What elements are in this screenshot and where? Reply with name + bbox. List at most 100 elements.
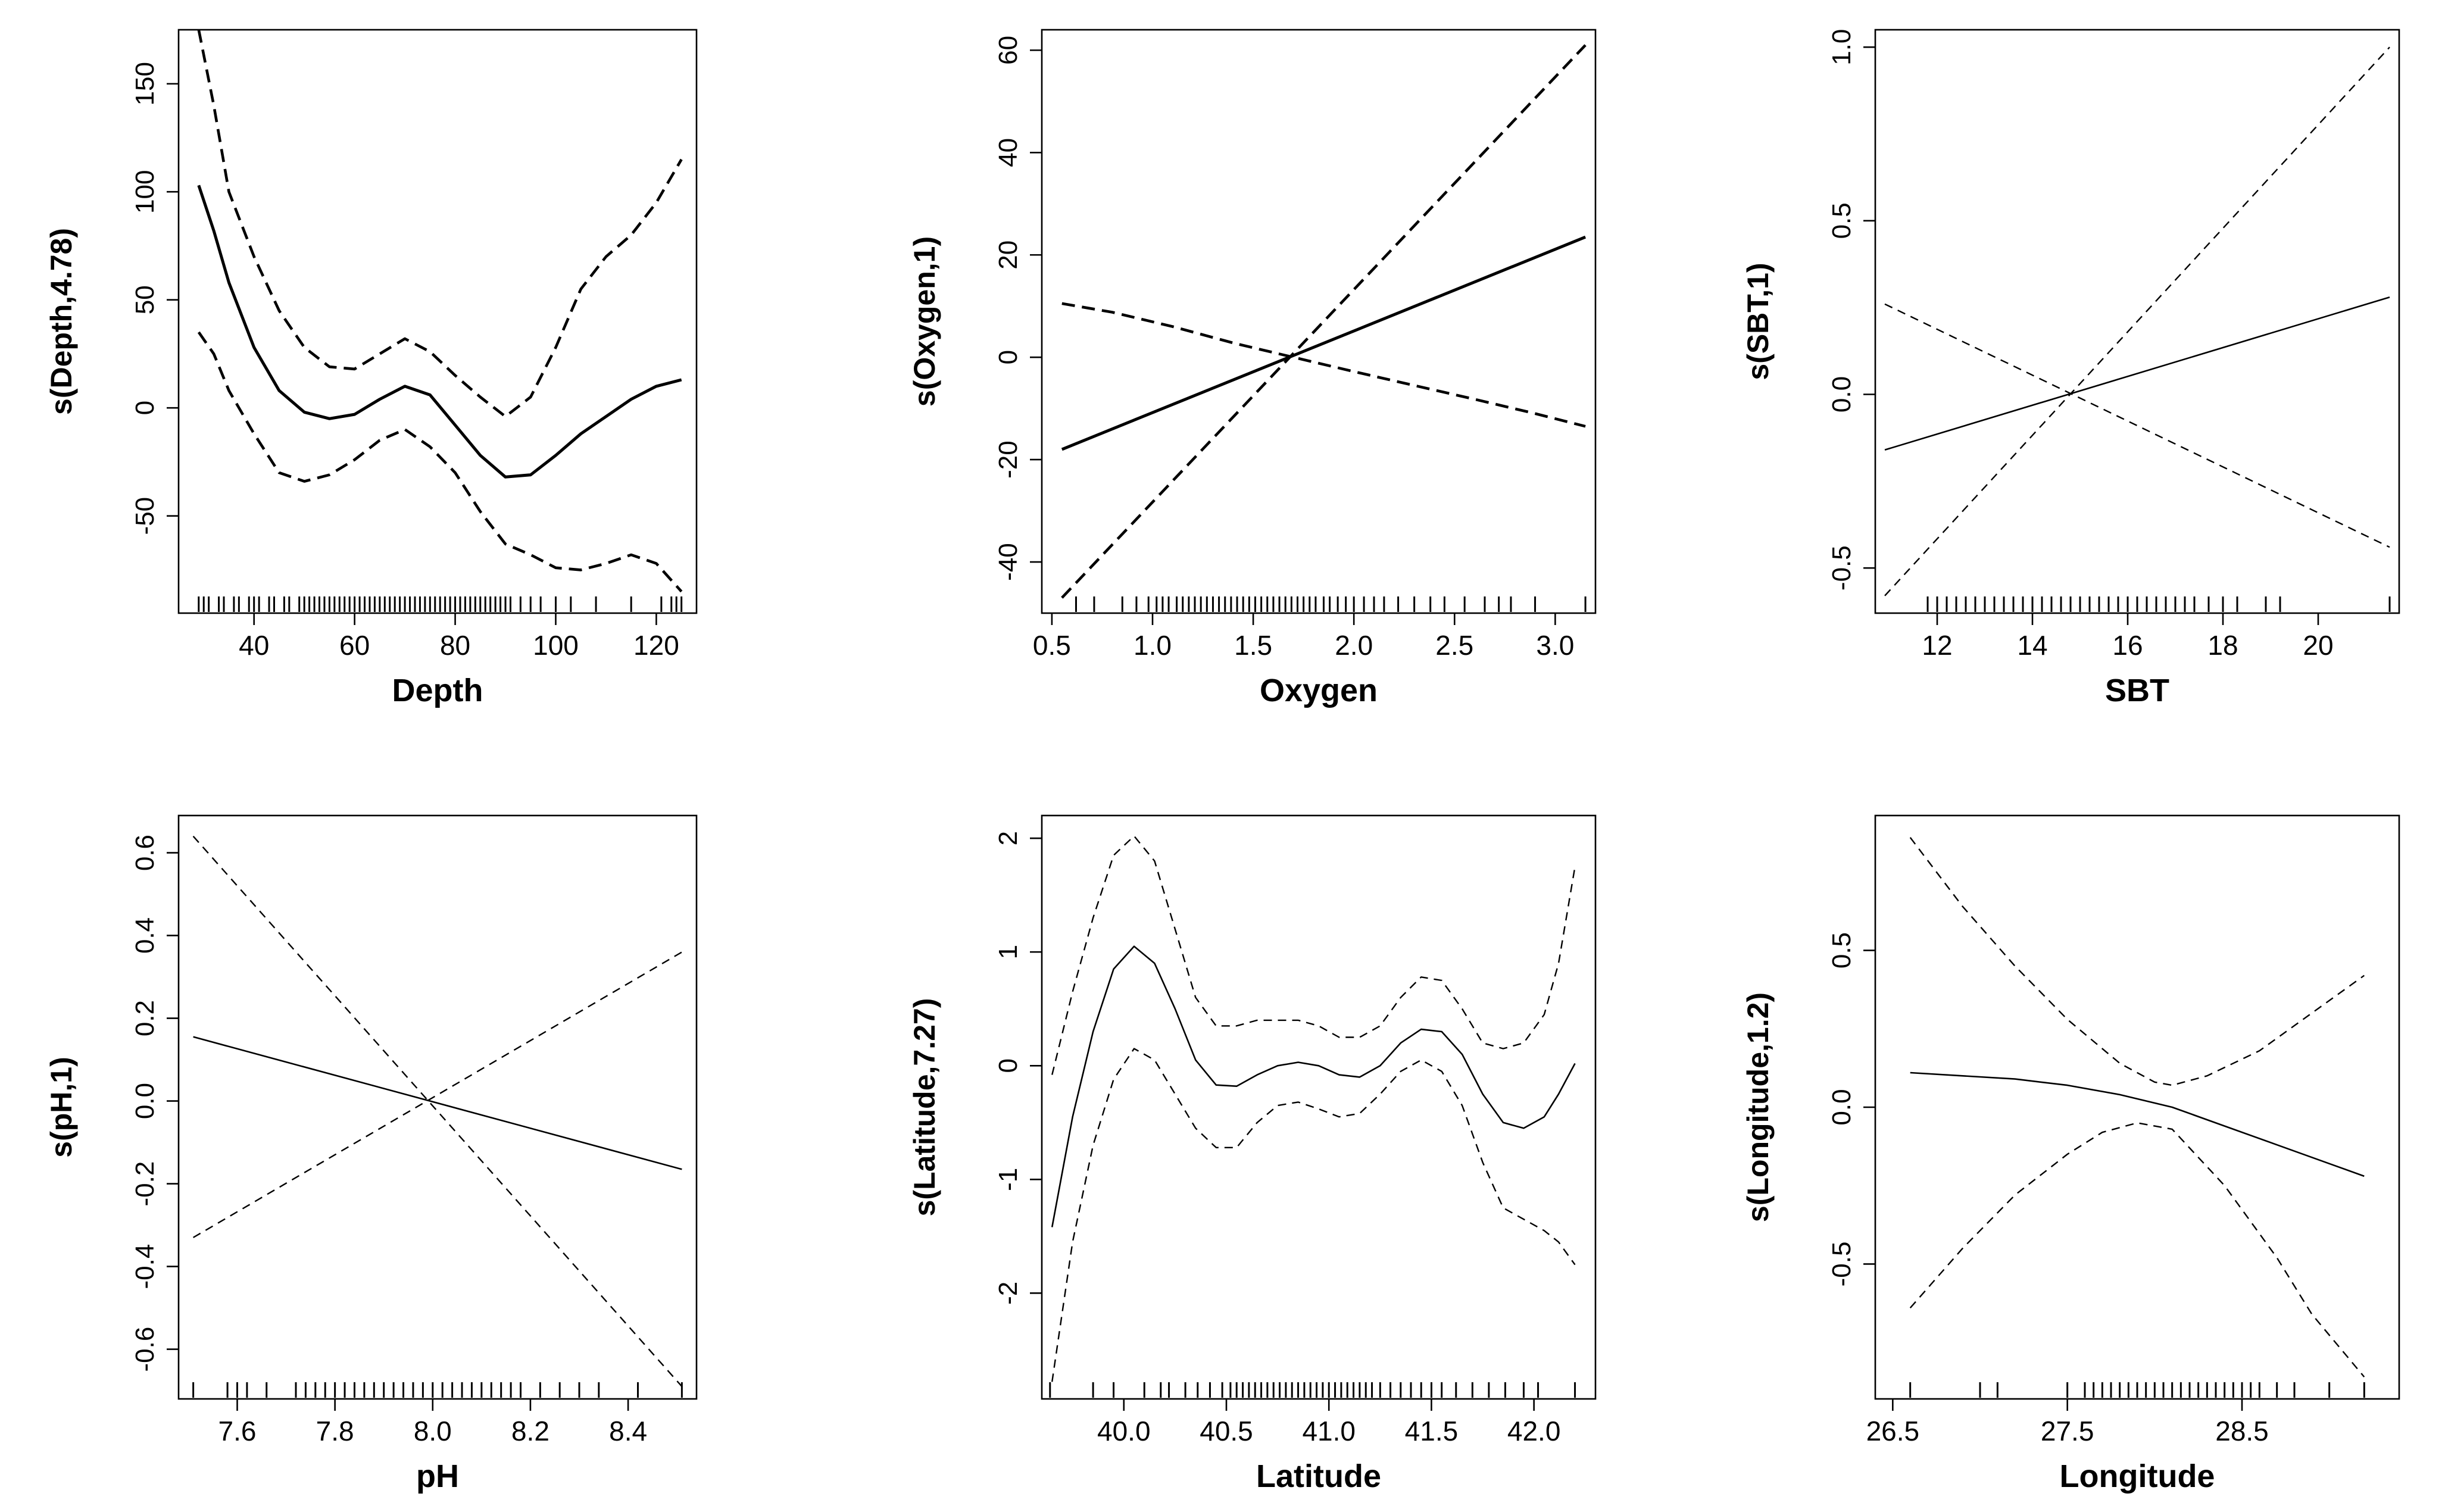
x-tick-label-longitude: 28.5 (2215, 1416, 2269, 1447)
x-tick-label-oxygen: 2.0 (1335, 630, 1373, 661)
y-tick-label-depth: 100 (130, 170, 160, 214)
x-axis-title-longitude: Longitude (2060, 1458, 2215, 1494)
y-tick-label-oxygen: 0 (994, 350, 1023, 364)
lower-ci-line-sbt (1884, 46, 2390, 596)
x-tick-label-sbt: 16 (2112, 630, 2143, 661)
y-tick-label-sbt: -0.5 (1827, 545, 1856, 591)
y-tick-label-ph: 0.0 (130, 1083, 160, 1119)
y-tick-label-oxygen: 20 (994, 240, 1023, 270)
plot-frame-depth (177, 29, 698, 614)
lower-ci-line-ph (192, 836, 683, 1387)
y-tick-label-ph: 0.6 (130, 835, 160, 871)
x-tick-label-sbt: 12 (1922, 630, 1952, 661)
y-axis-title-longitude: s(Longitude,1.2) (1741, 992, 1775, 1222)
y-tick-label-depth: -50 (130, 497, 160, 535)
x-axis-title-oxygen: Oxygen (1260, 673, 1378, 708)
smooth-fit-line-depth (197, 185, 682, 479)
x-tick-label-latitude: 41.5 (1405, 1416, 1459, 1447)
y-tick-label-sbt: 0.5 (1827, 202, 1856, 239)
y-axis-title-ph: s(pH,1) (45, 1057, 78, 1157)
x-axis-title-depth: Depth (392, 673, 483, 708)
y-tick-label-ph: -0.2 (130, 1161, 160, 1207)
upper-ci-line-latitude (1051, 835, 1576, 1075)
x-tick-label-latitude: 41.0 (1302, 1416, 1356, 1447)
x-tick-label-ph: 8.4 (609, 1416, 647, 1447)
y-tick-label-longitude: 0.0 (1827, 1089, 1856, 1125)
y-axis-title-depth: s(Depth,4.78) (45, 228, 78, 415)
plot-frame-latitude (1041, 814, 1597, 1400)
y-tick-label-longitude: 0.5 (1827, 932, 1856, 969)
x-tick-label-oxygen: 0.5 (1033, 630, 1071, 661)
upper-ci-line-depth (197, 29, 683, 418)
y-tick-label-oxygen: -40 (994, 543, 1023, 581)
y-tick-label-latitude: 2 (994, 831, 1023, 845)
upper-ci-line-ph (192, 951, 683, 1238)
x-axis-title-latitude: Latitude (1256, 1458, 1381, 1494)
upper-ci-line-sbt (1884, 303, 2390, 548)
plot-frame-sbt (1874, 29, 2400, 614)
panel-latitude: 40.0 40.5 41.0 41.5 42.0 -2 -1 0 1 2 Latitude s(Lat… (908, 814, 1597, 1494)
x-tick-label-latitude: 40.0 (1097, 1416, 1151, 1447)
y-tick-label-depth: 0 (130, 401, 160, 415)
x-tick-label-depth: 100 (533, 630, 579, 661)
smooth-fit-line-latitude (1051, 945, 1576, 1227)
panel-oxygen: 0.5 1.0 1.5 2.0 2.5 3.0 -40 -20 0 20 40 60 Oxygen s(O… (908, 29, 1597, 708)
y-tick-label-latitude: 1 (994, 945, 1023, 959)
x-tick-label-oxygen: 2.5 (1435, 630, 1473, 661)
y-axis-title-sbt: s(SBT,1) (1741, 263, 1775, 380)
plot-frame-oxygen (1041, 29, 1597, 614)
y-tick-label-ph: -0.4 (130, 1244, 160, 1289)
y-tick-label-sbt: 1.0 (1827, 29, 1856, 65)
x-tick-label-ph: 8.0 (414, 1416, 452, 1447)
x-axis-title-ph: pH (416, 1458, 459, 1494)
y-tick-label-latitude: -1 (994, 1168, 1023, 1191)
lower-ci-line-oxygen (1061, 44, 1587, 599)
x-tick-label-longitude: 26.5 (1866, 1416, 1920, 1447)
x-tick-label-latitude: 40.5 (1200, 1416, 1253, 1447)
y-tick-label-ph: 0.4 (130, 917, 160, 954)
x-tick-label-depth: 40 (239, 630, 269, 661)
x-tick-label-depth: 120 (633, 630, 679, 661)
y-tick-label-sbt: 0.0 (1827, 376, 1856, 413)
plot-frame-ph (177, 814, 698, 1400)
y-tick-label-ph: -0.6 (130, 1327, 160, 1372)
panel-depth: 40 60 80 100 120 -50 0 50 100 150 Depth s(Depth,4.7… (45, 29, 698, 708)
smooth-fit-line-oxygen (1061, 235, 1587, 451)
x-tick-label-sbt: 20 (2303, 630, 2333, 661)
upper-ci-line-longitude (1909, 837, 2365, 1086)
y-tick-label-depth: 150 (130, 62, 160, 105)
y-axis-title-oxygen: s(Oxygen,1) (908, 236, 941, 407)
y-axis-title-latitude: s(Latitude,7.27) (908, 998, 941, 1217)
panel-ph: 7.6 7.8 8.0 8.2 8.4 -0.6 -0.4 -0.2 0.0 0.2 0.4 0.6 p… (45, 814, 698, 1494)
smooth-fit-line-ph (193, 1036, 682, 1170)
x-tick-label-oxygen: 3.0 (1536, 630, 1574, 661)
y-tick-label-longitude: -0.5 (1827, 1242, 1856, 1287)
x-tick-label-oxygen: 1.5 (1234, 630, 1272, 661)
y-tick-label-latitude: 0 (994, 1058, 1023, 1073)
upper-ci-line-oxygen (1061, 302, 1586, 428)
x-tick-label-depth: 80 (440, 630, 470, 661)
plot-frame-longitude (1874, 814, 2400, 1400)
panel-longitude: 26.5 27.5 28.5 -0.5 0.0 0.5 Longitude s(Longitu… (1741, 814, 2400, 1494)
y-tick-label-oxygen: -20 (994, 441, 1023, 479)
smooth-fit-line-sbt (1884, 296, 2390, 451)
panel-sbt: 12 14 16 18 20 -0.5 0.0 0.5 1.0 SBT s(SBT,1) (1741, 29, 2400, 708)
x-tick-label-latitude: 42.0 (1507, 1416, 1561, 1447)
x-tick-label-sbt: 18 (2207, 630, 2238, 661)
x-tick-label-ph: 8.2 (511, 1416, 549, 1447)
y-tick-label-depth: 50 (130, 285, 160, 314)
lower-ci-line-depth (197, 331, 683, 593)
lower-ci-line-longitude (1909, 1122, 2365, 1377)
y-tick-label-oxygen: 60 (994, 36, 1023, 65)
x-tick-label-oxygen: 1.0 (1133, 630, 1172, 661)
x-axis-title-sbt: SBT (2105, 673, 2169, 708)
x-tick-label-depth: 60 (339, 630, 370, 661)
x-tick-label-ph: 7.8 (316, 1416, 354, 1447)
y-tick-label-ph: 0.2 (130, 1000, 160, 1036)
x-tick-label-longitude: 27.5 (2041, 1416, 2094, 1447)
y-tick-label-oxygen: 40 (994, 138, 1023, 167)
x-tick-label-sbt: 14 (2017, 630, 2047, 661)
x-tick-label-ph: 7.6 (218, 1416, 257, 1447)
lower-ci-line-latitude (1051, 1048, 1576, 1382)
